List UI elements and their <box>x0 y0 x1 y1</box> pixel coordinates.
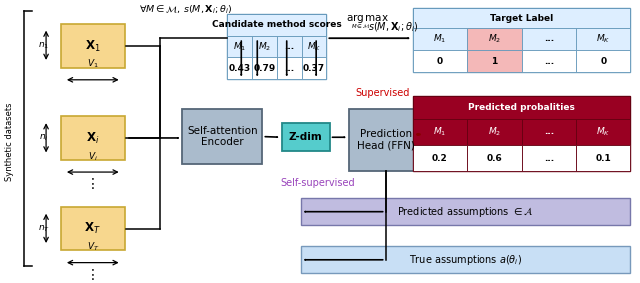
FancyBboxPatch shape <box>252 57 277 79</box>
FancyBboxPatch shape <box>349 109 422 171</box>
FancyBboxPatch shape <box>522 145 576 171</box>
Text: ...: ... <box>544 154 554 163</box>
FancyBboxPatch shape <box>467 145 522 171</box>
FancyBboxPatch shape <box>413 8 630 28</box>
FancyBboxPatch shape <box>413 145 467 171</box>
FancyBboxPatch shape <box>576 28 630 50</box>
Text: $_{M\in\mathcal{M}}$: $_{M\in\mathcal{M}}$ <box>351 22 371 31</box>
FancyBboxPatch shape <box>467 28 522 50</box>
FancyBboxPatch shape <box>467 119 522 145</box>
Text: $n_T$: $n_T$ <box>38 223 49 234</box>
FancyBboxPatch shape <box>227 14 326 79</box>
Text: $M_K$: $M_K$ <box>307 40 321 53</box>
Text: ...: ... <box>544 34 554 43</box>
FancyBboxPatch shape <box>61 116 125 160</box>
Text: $M_1$: $M_1$ <box>233 40 246 53</box>
FancyBboxPatch shape <box>182 109 262 164</box>
Text: Self-supervised: Self-supervised <box>281 178 355 188</box>
Text: Candidate method scores: Candidate method scores <box>212 20 342 29</box>
Text: 0.37: 0.37 <box>303 64 325 73</box>
FancyBboxPatch shape <box>61 24 125 68</box>
Text: 0.1: 0.1 <box>595 154 611 163</box>
Text: $M_2$: $M_2$ <box>258 40 271 53</box>
Text: $\arg\max$: $\arg\max$ <box>346 12 389 25</box>
Text: $M_2$: $M_2$ <box>488 126 501 138</box>
Text: $M_2$: $M_2$ <box>488 33 501 45</box>
Text: $\forall M \in \mathcal{M},\, s(M, \mathbf{X}_i; \theta_i)$: $\forall M \in \mathcal{M},\, s(M, \math… <box>139 4 232 16</box>
Text: $M_K$: $M_K$ <box>596 126 611 138</box>
Text: ...: ... <box>544 57 554 66</box>
Text: ...: ... <box>544 127 554 136</box>
Text: $V_i$: $V_i$ <box>88 150 98 163</box>
FancyBboxPatch shape <box>282 123 330 151</box>
FancyBboxPatch shape <box>227 36 252 57</box>
Text: $\mathbf{X}_i$: $\mathbf{X}_i$ <box>86 130 99 145</box>
Text: ⋮: ⋮ <box>86 177 100 191</box>
FancyBboxPatch shape <box>413 96 630 119</box>
FancyBboxPatch shape <box>301 198 630 225</box>
Text: $V_T$: $V_T$ <box>86 241 99 253</box>
FancyBboxPatch shape <box>277 36 301 57</box>
Text: $M_1$: $M_1$ <box>433 126 447 138</box>
Text: Z-dim: Z-dim <box>289 132 323 142</box>
FancyBboxPatch shape <box>576 145 630 171</box>
Text: $M_K$: $M_K$ <box>596 33 611 45</box>
FancyBboxPatch shape <box>522 119 576 145</box>
Text: $M_1$: $M_1$ <box>433 33 447 45</box>
FancyBboxPatch shape <box>252 36 277 57</box>
Text: 0.6: 0.6 <box>486 154 502 163</box>
Text: $\mathbf{X}_T$: $\mathbf{X}_T$ <box>84 221 101 236</box>
Text: ...: ... <box>284 42 294 51</box>
FancyBboxPatch shape <box>227 57 252 79</box>
Text: ...: ... <box>284 64 294 73</box>
FancyBboxPatch shape <box>413 96 630 171</box>
FancyBboxPatch shape <box>522 50 576 72</box>
FancyBboxPatch shape <box>467 50 522 72</box>
FancyBboxPatch shape <box>413 50 467 72</box>
FancyBboxPatch shape <box>413 8 630 72</box>
FancyBboxPatch shape <box>277 57 301 79</box>
Text: 0.2: 0.2 <box>432 154 448 163</box>
FancyBboxPatch shape <box>576 119 630 145</box>
Text: $V_1$: $V_1$ <box>87 58 99 70</box>
Text: Target Label: Target Label <box>490 14 553 23</box>
Text: 0: 0 <box>600 57 606 66</box>
FancyBboxPatch shape <box>61 207 125 250</box>
Text: $s(M, \mathbf{X}_i; \theta_i)$: $s(M, \mathbf{X}_i; \theta_i)$ <box>368 20 418 34</box>
Text: $n_1$: $n_1$ <box>38 40 49 51</box>
Text: 1: 1 <box>492 57 497 66</box>
FancyBboxPatch shape <box>413 28 467 50</box>
Text: ⋮: ⋮ <box>86 268 100 282</box>
Text: Prediction
Head (FFN): Prediction Head (FFN) <box>356 129 415 151</box>
Text: 0.79: 0.79 <box>253 64 276 73</box>
FancyBboxPatch shape <box>301 57 326 79</box>
Text: True assumptions $a(\theta_i)$: True assumptions $a(\theta_i)$ <box>409 253 522 267</box>
FancyBboxPatch shape <box>301 246 630 273</box>
FancyBboxPatch shape <box>301 36 326 57</box>
Text: Self-attention
Encoder: Self-attention Encoder <box>187 126 258 147</box>
Text: $\mathbf{X}_1$: $\mathbf{X}_1$ <box>85 38 100 53</box>
Text: Synthetic datasets: Synthetic datasets <box>5 102 14 181</box>
Text: Predicted probalities: Predicted probalities <box>468 103 575 112</box>
Text: $n_i$: $n_i$ <box>39 132 48 143</box>
FancyBboxPatch shape <box>227 14 326 36</box>
Text: 0.43: 0.43 <box>228 64 251 73</box>
Text: 0: 0 <box>437 57 443 66</box>
FancyBboxPatch shape <box>522 28 576 50</box>
Text: Supervised: Supervised <box>356 88 410 98</box>
FancyBboxPatch shape <box>413 119 467 145</box>
FancyBboxPatch shape <box>576 50 630 72</box>
Text: Predicted assumptions $\in \mathcal{A}$: Predicted assumptions $\in \mathcal{A}$ <box>397 205 534 218</box>
